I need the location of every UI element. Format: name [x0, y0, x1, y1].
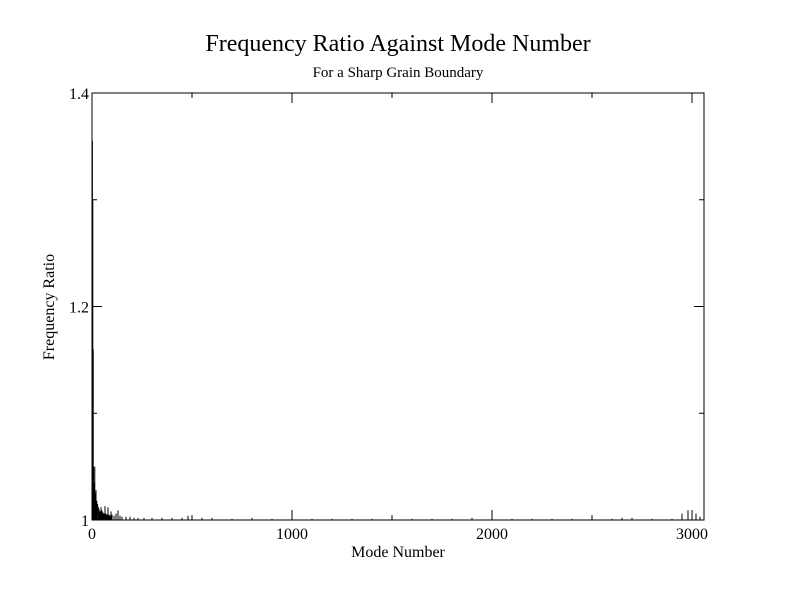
- x-tick-label: 2000: [476, 526, 508, 543]
- y-tick-label: 1: [81, 513, 89, 530]
- x-tick-label: 0: [88, 526, 96, 543]
- y-axis-label: Frequency Ratio: [41, 254, 58, 360]
- bars-group: [91, 141, 701, 520]
- chart-subtitle: For a Sharp Grain Boundary: [313, 65, 484, 81]
- y-tick-label: 1.4: [69, 86, 89, 103]
- chart-title: Frequency Ratio Against Mode Number: [205, 31, 590, 57]
- plot-frame: [91, 92, 705, 521]
- ticks-group: 0 1000 2000 3000 1 1.2 1.4: [69, 86, 708, 543]
- x-tick-label: 3000: [676, 526, 708, 543]
- x-axis-label: Mode Number: [351, 544, 445, 561]
- x-tick-label: 1000: [276, 526, 308, 543]
- y-tick-label: 1.2: [69, 300, 89, 317]
